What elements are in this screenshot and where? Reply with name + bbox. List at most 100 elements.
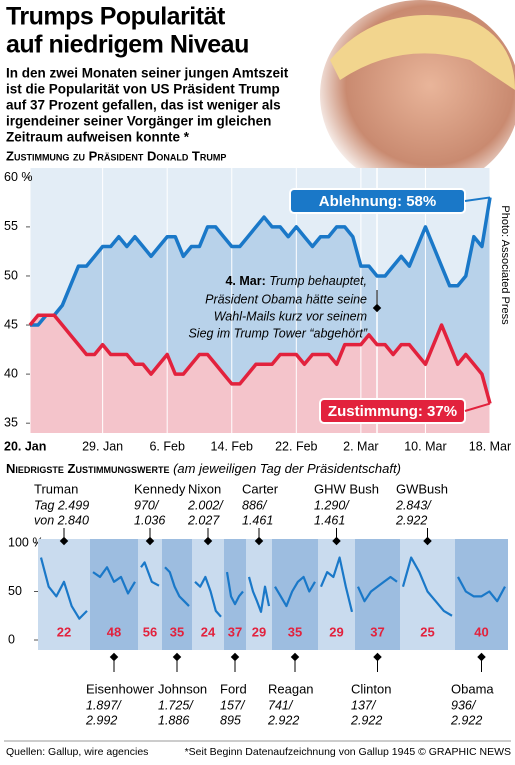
min-label: 25: [420, 624, 434, 639]
min-label: 35: [170, 624, 184, 639]
panel: [38, 539, 90, 650]
panel: [192, 539, 224, 650]
president-name: Kennedy: [134, 481, 186, 496]
min-label: 35: [288, 624, 302, 639]
president-note: 2.922: [350, 713, 382, 727]
president-name: Eisenhower: [86, 681, 155, 696]
x-tick-label: 6. Feb: [149, 439, 184, 453]
min-label: 40: [474, 624, 488, 639]
line: [356, 575, 398, 603]
president-note: 895: [220, 713, 241, 727]
min-label: 56: [143, 624, 157, 639]
president-note: 1.036: [134, 513, 165, 527]
min-label: 29: [329, 624, 343, 639]
leader-dot: [477, 652, 486, 662]
y-tick-label: 55: [4, 219, 18, 233]
annotation: Wahl-Mails kurz vor seinem: [214, 309, 367, 323]
president-note: 1.461: [242, 513, 273, 527]
leader-dot: [373, 652, 382, 662]
annotation: Sieg im Trump Tower “abgehört”: [188, 326, 367, 340]
president-name: Obama: [451, 681, 494, 696]
president-name: Clinton: [351, 681, 391, 696]
subtitle: auf 37 Prozent gefallen, das ist weniger…: [6, 98, 281, 113]
president-note: 1.461: [314, 513, 345, 527]
president-note: 1.897/: [86, 698, 122, 712]
min-label: 37: [370, 624, 384, 639]
line: [457, 576, 506, 603]
president-note: 2.027: [187, 513, 220, 527]
min-label: 22: [57, 624, 71, 639]
chart-title: Niedrigste Zustimmungswerte (am jeweilig…: [6, 461, 401, 476]
leader-dot: [254, 536, 264, 546]
panel: [162, 539, 192, 650]
president-note: 936/: [451, 698, 477, 712]
y-tick-label: 0: [8, 632, 15, 646]
min-label: 48: [107, 624, 121, 639]
end-label-leader: [464, 402, 491, 412]
president-note: 2.922: [395, 513, 427, 527]
y-tick-label: 40: [4, 366, 18, 380]
president-name: Truman: [34, 481, 78, 496]
line: [28, 313, 492, 405]
panel: [224, 539, 246, 650]
panel: [138, 539, 162, 650]
president-note: 1.886: [158, 713, 189, 727]
line: [140, 561, 160, 587]
panel: [400, 539, 455, 650]
president-name: Ford: [220, 681, 247, 696]
subtitle: In den zwei Monaten seiner jungen Amtsze…: [6, 66, 289, 81]
president-note: 1.725/: [158, 698, 194, 712]
y-tick-label: 45: [4, 317, 18, 331]
president-note: 157/: [220, 698, 246, 712]
y-tick-label: 100 %: [8, 535, 43, 549]
chart-subtitle: (am jeweiligen Tag der Präsidentschaft): [173, 461, 401, 476]
line: [247, 576, 271, 613]
line: [225, 571, 244, 606]
title: Trumps Popularität: [6, 3, 226, 31]
president-name: Nixon: [188, 481, 221, 496]
end-label: Ablehnung: 58%: [319, 193, 437, 210]
president-note: 1.290/: [314, 498, 350, 512]
x-tick-label: 10. Mar: [404, 439, 446, 453]
line: [39, 557, 88, 620]
line: [92, 566, 136, 595]
president-note: von 2.840: [34, 513, 89, 527]
x-tick-label: 18. Mar: [469, 439, 511, 453]
photo-hair: [330, 15, 515, 90]
y-tick-label: 35: [4, 415, 18, 429]
line: [319, 556, 354, 613]
line: [401, 556, 453, 617]
president-name: Reagan: [268, 681, 314, 696]
line: [164, 566, 190, 607]
x-tick-label: 2. Mar: [343, 439, 378, 453]
title: auf niedrigem Niveau: [6, 31, 249, 59]
annotation-dot: [372, 303, 382, 313]
subtitle: irgendeiner seiner Vorgänger im gleichen: [6, 114, 271, 129]
annotation-text: Trump behauptet,: [269, 274, 367, 288]
line: [274, 575, 316, 608]
y-tick-label: 50: [4, 268, 18, 282]
y-tick-label: 50: [8, 584, 22, 598]
president-name: Carter: [242, 481, 279, 496]
annotation: 4. Mar: Trump behauptet,: [225, 274, 367, 288]
president-name: GWBush: [396, 481, 448, 496]
president-name: GHW Bush: [314, 481, 379, 496]
leader-dot: [290, 652, 300, 662]
footer-source: Quellen: Gallup, wire agencies: [6, 746, 148, 758]
leader-dot: [332, 536, 341, 546]
president-note: Tag 2.499: [34, 498, 89, 512]
subtitle: Zeitraum aufweisen konnte *: [6, 130, 190, 145]
end-label-leader: [464, 196, 491, 202]
leader-dot: [423, 536, 432, 546]
president-note: 741/: [268, 698, 294, 712]
panel: [90, 539, 138, 650]
x-tick-label: 29. Jan: [82, 439, 123, 453]
president-note: 2.843/: [395, 498, 432, 512]
president-note: 2.002/: [187, 498, 224, 512]
panel: [455, 539, 508, 650]
x-tick-label: 20. Jan: [4, 439, 46, 453]
president-note: 2.922: [450, 713, 482, 727]
line: [194, 575, 222, 618]
president-name: Johnson: [158, 681, 207, 696]
